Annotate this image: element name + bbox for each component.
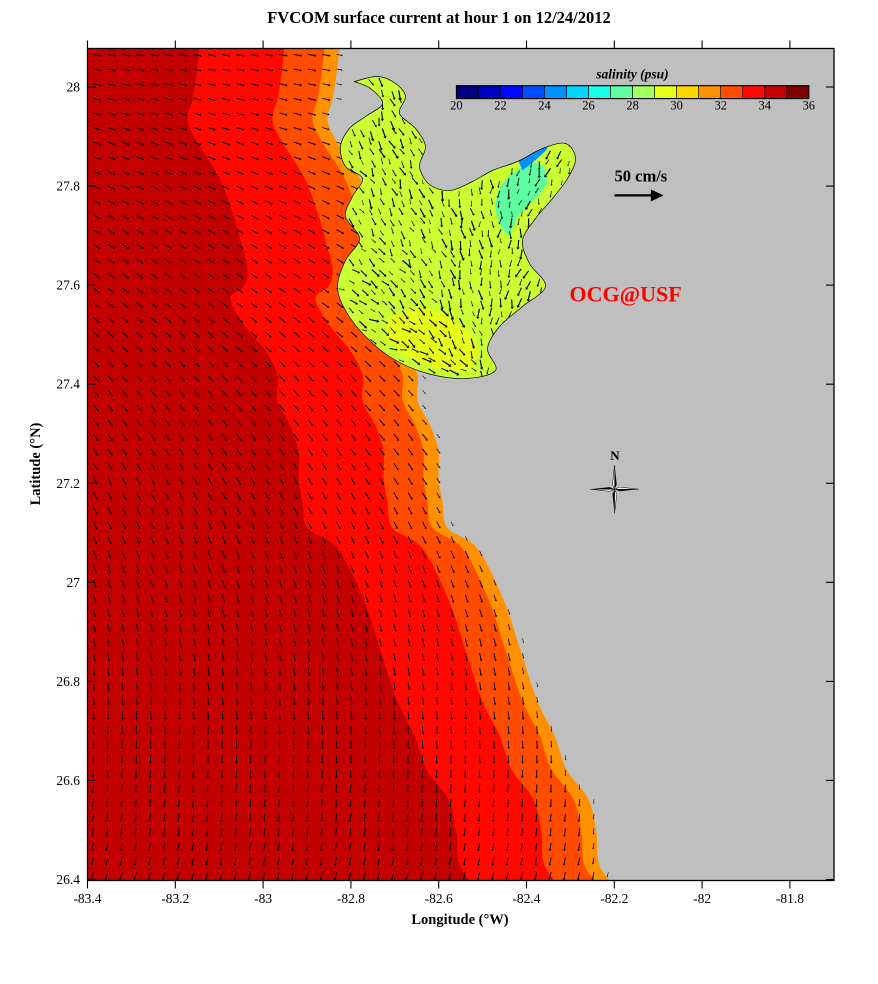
svg-text:-83.4: -83.4 <box>73 891 101 906</box>
svg-text:20: 20 <box>450 99 463 113</box>
svg-text:26.6: 26.6 <box>56 773 80 788</box>
svg-text:34: 34 <box>759 99 772 113</box>
svg-text:26: 26 <box>582 99 595 113</box>
svg-text:-82.4: -82.4 <box>512 891 540 906</box>
svg-text:28: 28 <box>67 80 81 95</box>
svg-text:24: 24 <box>538 99 551 113</box>
svg-text:-82: -82 <box>693 891 711 906</box>
svg-text:28: 28 <box>626 99 639 113</box>
svg-text:OCG@USF: OCG@USF <box>570 281 682 306</box>
svg-text:-81.8: -81.8 <box>776 891 804 906</box>
svg-text:26.8: 26.8 <box>56 674 80 689</box>
svg-text:27.4: 27.4 <box>56 377 80 392</box>
svg-text:-82.2: -82.2 <box>600 891 628 906</box>
svg-text:FVCOM surface current at hour: FVCOM surface current at hour 1 on 12/24… <box>267 8 611 27</box>
svg-text:26.4: 26.4 <box>56 872 80 887</box>
svg-text:-82.6: -82.6 <box>425 891 453 906</box>
svg-text:-82.8: -82.8 <box>337 891 365 906</box>
svg-text:50 cm/s: 50 cm/s <box>615 167 668 186</box>
svg-text:27.2: 27.2 <box>56 476 80 491</box>
svg-text:-83.2: -83.2 <box>161 891 189 906</box>
svg-text:Latitude (°N): Latitude (°N) <box>28 422 44 505</box>
svg-text:N: N <box>610 448 620 463</box>
svg-text:36: 36 <box>803 99 816 113</box>
svg-text:27: 27 <box>67 575 81 590</box>
svg-text:-83: -83 <box>254 891 272 906</box>
svg-text:30: 30 <box>670 99 683 113</box>
svg-text:salinity (psu): salinity (psu) <box>595 67 668 82</box>
svg-text:32: 32 <box>714 99 727 113</box>
svg-text:22: 22 <box>494 99 507 113</box>
svg-text:27.8: 27.8 <box>56 179 80 194</box>
svg-text:Longitude (°W): Longitude (°W) <box>411 912 508 928</box>
svg-text:27.6: 27.6 <box>56 278 80 293</box>
